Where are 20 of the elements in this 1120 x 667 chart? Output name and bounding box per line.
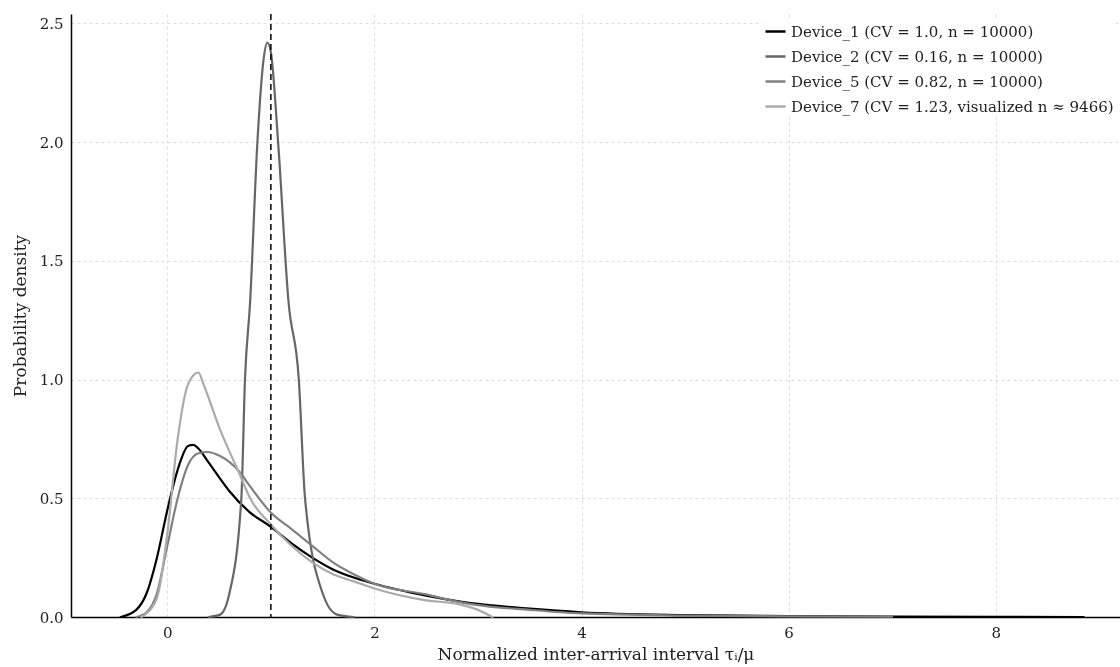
x-tick-label: 0 [163,623,173,642]
y-tick-label: 0.0 [39,608,64,627]
x-tick-label: 2 [370,623,380,642]
x-tick-label: 4 [577,623,587,642]
legend-label: Device_2 (CV = 0.16, n = 10000) [791,47,1043,66]
legend-label: Device_5 (CV = 0.82, n = 10000) [791,72,1043,91]
y-tick-label: 1.0 [39,371,64,390]
line-series [135,450,894,619]
line-series [207,41,355,619]
y-tick-label: 2.0 [39,133,64,152]
y-tick-label: 0.5 [39,489,64,508]
x-tick-label: 6 [784,623,794,642]
y-tick-label: 2.5 [39,15,64,33]
legend-label: Device_7 (CV = 1.23, visualized n ≈ 9466) [791,97,1114,116]
y-axis-title: Probability density [9,234,30,398]
legend-label: Device_1 (CV = 1.0, n = 10000) [791,22,1034,41]
line-series [140,371,494,619]
x-axis-title: Normalized inter-arrival interval τᵢ/μ [437,643,755,664]
x-tick-label: 8 [991,623,1002,642]
y-tick-label: 1.5 [39,252,64,271]
